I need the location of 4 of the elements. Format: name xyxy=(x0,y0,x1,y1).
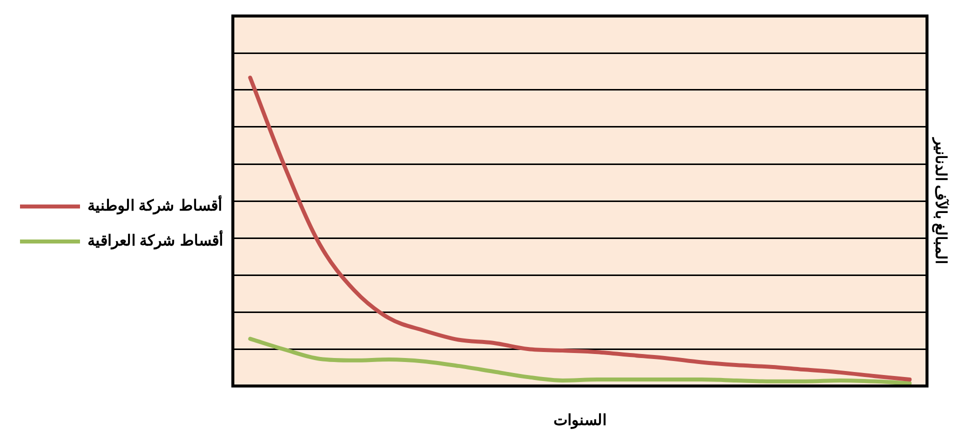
legend-label: أقساط شركة العراقية xyxy=(88,230,223,250)
x-axis-title: السنوات xyxy=(553,412,606,430)
legend-label: أقساط شركة الوطنية xyxy=(88,194,222,215)
y-axis-title: المبالغ بالآف الدنانير xyxy=(932,136,950,264)
